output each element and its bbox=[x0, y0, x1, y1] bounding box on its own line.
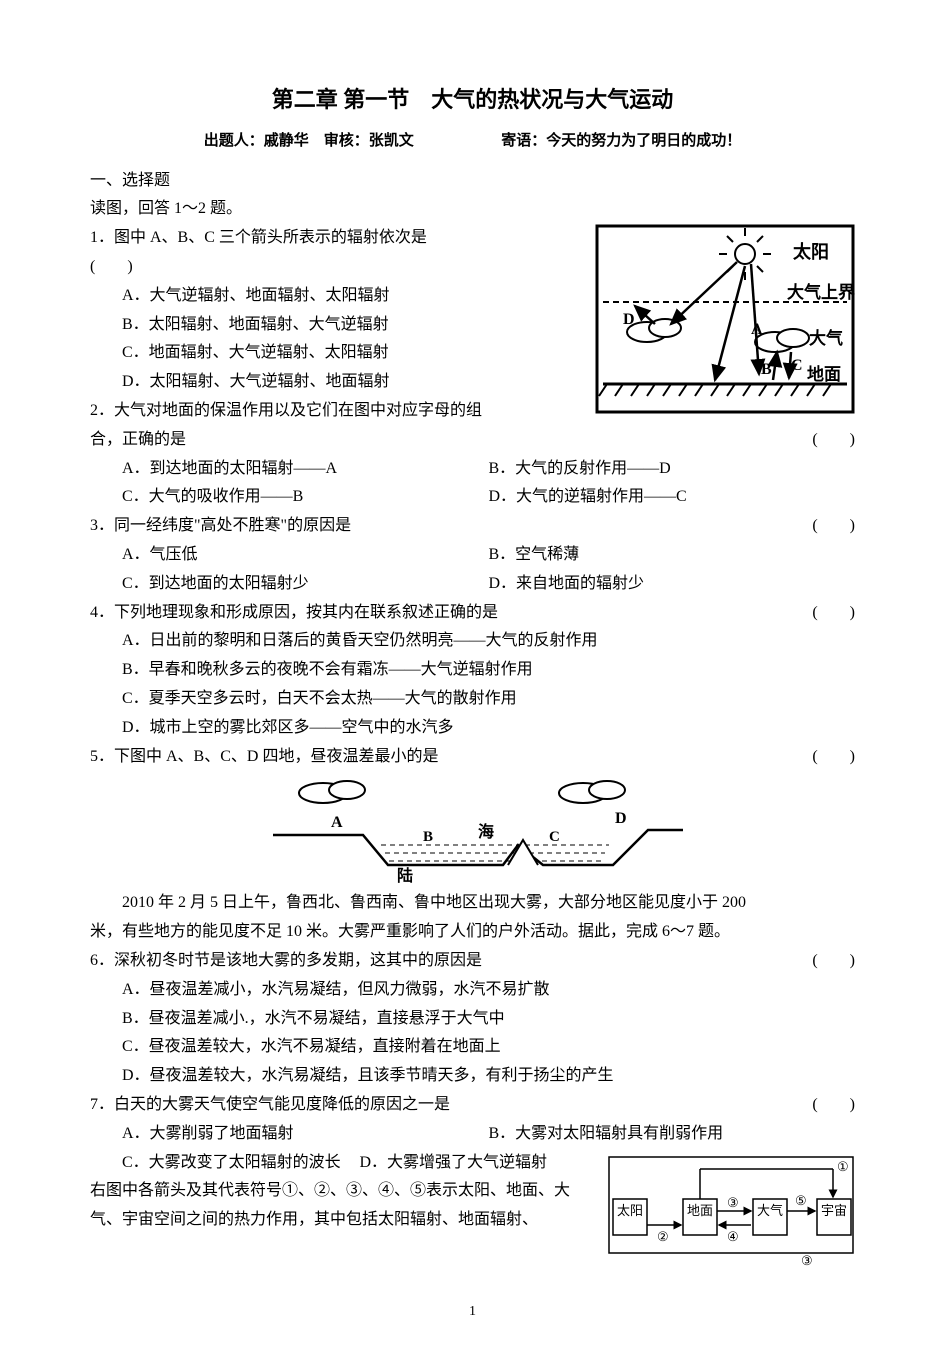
q2-paren: ( ) bbox=[812, 426, 855, 455]
fig1-label-atm: 大气 bbox=[809, 328, 843, 348]
q3-opt-C: C．到达地面的太阳辐射少 bbox=[122, 570, 489, 599]
review-prefix: 审核： bbox=[324, 133, 369, 149]
q2-stem-l2: 合，正确的是 bbox=[90, 431, 186, 448]
fig3-box-atm: 大气 bbox=[757, 1203, 783, 1218]
figure-sea-land-diagram: A D B 海 C 陆 bbox=[253, 775, 693, 885]
q5-stem: 5．下图中 A、B、C、D 四地，昼夜温差最小的是 bbox=[90, 748, 438, 765]
q2-opt-C: C．大气的吸收作用——B bbox=[122, 483, 489, 512]
fig2-label-A: A bbox=[331, 814, 343, 831]
q7-opt-D: D．大雾增强了大气逆辐射 bbox=[360, 1149, 598, 1178]
fig3-n3: ③ bbox=[727, 1195, 739, 1210]
fig2-label-land: 陆 bbox=[397, 866, 413, 885]
page-number: 1 bbox=[90, 1299, 855, 1324]
q3-opt-D: D．来自地面的辐射少 bbox=[489, 570, 856, 599]
page-subtitle: 出题人：戚静华 审核：张凯文 寄语：今天的努力为了明日的成功！ bbox=[90, 128, 855, 155]
q7-opt-B: B．大雾对太阳辐射具有削弱作用 bbox=[489, 1120, 856, 1149]
fig1-label-D: D bbox=[623, 311, 635, 328]
q6-opt-B: B．昼夜温差减小.，水汽不易凝结，直接悬浮于大气中 bbox=[90, 1005, 855, 1034]
author: 戚静华 bbox=[264, 133, 309, 149]
fig1-label-ground: 地面 bbox=[807, 364, 841, 384]
q6-stem: 6．深秋初冬时节是该地大雾的多发期，这其中的原因是 bbox=[90, 952, 482, 969]
fig1-label-sun: 太阳 bbox=[793, 241, 829, 262]
q2-opt-A: A．到达地面的太阳辐射——A bbox=[122, 455, 489, 484]
q4-opt-C: C．夏季天空多云时，白天不会太热——大气的散射作用 bbox=[90, 685, 855, 714]
q2-opt-B: B．大气的反射作用——D bbox=[489, 455, 856, 484]
section-heading: 一、选择题 bbox=[90, 167, 855, 196]
fig1-label-C: C bbox=[791, 357, 803, 374]
fig2-label-B: B bbox=[423, 829, 433, 845]
fig3-n2: ② bbox=[657, 1229, 669, 1244]
q6-opt-A: A．昼夜温差减小，水汽易凝结，但风力微弱，水汽不易扩散 bbox=[90, 976, 855, 1005]
page-title: 第二章 第一节 大气的热状况与大气运动 bbox=[90, 80, 855, 120]
fig3-box-space: 宇宙 bbox=[821, 1203, 847, 1218]
passage2-l2: 米，有些地方的能见度不足 10 米。大雾严重影响了人们的户外活动。据此，完成 6… bbox=[90, 918, 855, 947]
q3-opt-B: B．空气稀薄 bbox=[489, 541, 856, 570]
q4-opt-D: D．城市上空的雾比郊区多——空气中的水汽多 bbox=[90, 714, 855, 743]
q7-opt-A: A．大雾削弱了地面辐射 bbox=[122, 1120, 489, 1149]
q4-opt-B: B．早春和晚秋多云的夜晚不会有霜冻——大气逆辐射作用 bbox=[90, 656, 855, 685]
q7-paren: ( ) bbox=[812, 1091, 855, 1120]
fig2-label-C: C bbox=[549, 829, 560, 845]
fig2-label-sea: 海 bbox=[478, 822, 494, 841]
q6-opt-C: C．昼夜温差较大，水汽不易凝结，直接附着在地面上 bbox=[90, 1033, 855, 1062]
fig3-n4: ④ bbox=[727, 1229, 739, 1244]
figure-energy-flow-diagram: 太阳 地面 大气 宇宙 ② ③ ④ ⑤ ① ③ bbox=[605, 1149, 855, 1269]
q3-paren: ( ) bbox=[812, 512, 855, 541]
fig3-n1: ① bbox=[837, 1159, 849, 1174]
author-prefix: 出题人： bbox=[204, 133, 264, 149]
q6-paren: ( ) bbox=[812, 947, 855, 976]
q7-opt-C: C．大雾改变了太阳辐射的波长 bbox=[122, 1149, 360, 1178]
q3-stem: 3．同一经纬度"高处不胜寒"的原因是 bbox=[90, 517, 351, 534]
q6-opt-D: D．昼夜温差较大，水汽易凝结，且该季节晴天多，有利于扬尘的产生 bbox=[90, 1062, 855, 1091]
fig1-label-atmtop: 大气上界 bbox=[787, 282, 855, 302]
motto-prefix: 寄语： bbox=[501, 133, 546, 149]
q5-paren: ( ) bbox=[812, 743, 855, 772]
motto: 今天的努力为了明日的成功！ bbox=[546, 133, 741, 149]
q2-opt-D: D．大气的逆辐射作用——C bbox=[489, 483, 856, 512]
q7-stem: 7．白天的大雾天气使空气能见度降低的原因之一是 bbox=[90, 1096, 450, 1113]
q4-paren: ( ) bbox=[812, 599, 855, 628]
reviewer: 张凯文 bbox=[369, 133, 414, 149]
fig3-n5: ⑤ bbox=[795, 1193, 807, 1208]
fig1-label-A: A bbox=[751, 321, 763, 338]
q4-stem: 4．下列地理现象和形成原因，按其内在联系叙述正确的是 bbox=[90, 604, 498, 621]
passage2-l1: 2010 年 2 月 5 日上午，鲁西北、鲁西南、鲁中地区出现大雾，大部分地区能… bbox=[90, 889, 855, 918]
q3-opt-A: A．气压低 bbox=[122, 541, 489, 570]
figure-radiation-diagram: 太阳 大气上界 大气 地面 D A B C bbox=[595, 224, 855, 414]
fig3-n3b: ③ bbox=[801, 1253, 813, 1268]
fig2-label-D: D bbox=[615, 810, 627, 827]
fig3-box-ground: 地面 bbox=[687, 1203, 713, 1218]
fig1-label-B: B bbox=[761, 361, 772, 378]
intro-text: 读图，回答 1～2 题。 bbox=[90, 195, 855, 224]
q4-opt-A: A．日出前的黎明和日落后的黄昏天空仍然明亮——大气的反射作用 bbox=[90, 627, 855, 656]
fig3-box-sun: 太阳 bbox=[617, 1203, 643, 1218]
